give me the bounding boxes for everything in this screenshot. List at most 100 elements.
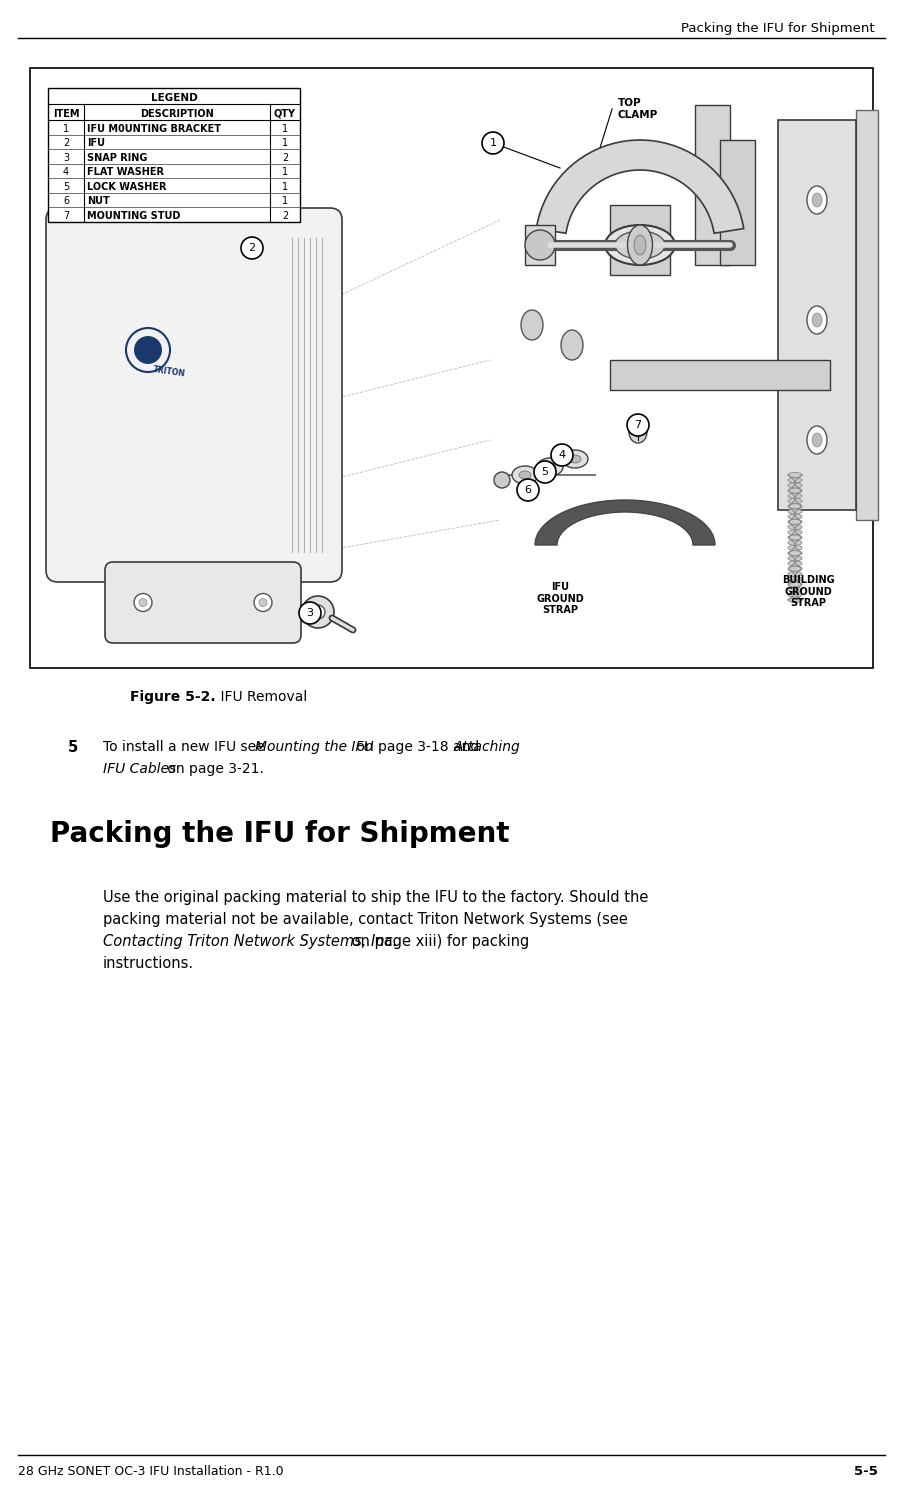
Ellipse shape [787,545,801,550]
Text: MOUNTING STUD: MOUNTING STUD [87,210,180,221]
Text: BUILDING
GROUND
STRAP: BUILDING GROUND STRAP [781,575,833,608]
Ellipse shape [787,597,801,602]
Text: 5: 5 [68,741,78,755]
Text: 1: 1 [281,124,288,134]
Ellipse shape [806,186,826,215]
Text: Packing the IFU for Shipment: Packing the IFU for Shipment [681,22,874,34]
Ellipse shape [787,577,801,581]
Text: on page 3-21.: on page 3-21. [163,761,263,776]
Ellipse shape [543,463,556,471]
Circle shape [253,593,272,611]
Text: IFU Removal: IFU Removal [203,690,307,703]
Circle shape [133,337,161,364]
Text: DESCRIPTION: DESCRIPTION [140,109,214,119]
Text: 5: 5 [541,466,548,477]
Text: SNAP RING: SNAP RING [87,153,147,162]
Bar [524,225,555,265]
Text: 6: 6 [63,197,69,206]
Text: 3: 3 [306,608,313,618]
Text: QTY: QTY [273,109,296,119]
Circle shape [517,478,538,501]
Circle shape [299,602,320,624]
Bar [778,121,855,510]
Text: TOP: TOP [617,98,641,107]
Bar [48,88,299,222]
Ellipse shape [519,471,530,478]
Bar [719,140,754,265]
Ellipse shape [787,572,801,577]
Circle shape [493,472,510,489]
Ellipse shape [614,231,664,259]
Text: 7: 7 [634,420,640,431]
Circle shape [139,599,147,606]
Text: ITEM: ITEM [52,109,79,119]
Text: 4: 4 [63,167,69,177]
Circle shape [241,237,262,259]
Text: 4: 4 [557,450,565,460]
Text: 2: 2 [248,243,255,253]
Text: CLAMP: CLAMP [617,110,658,121]
Ellipse shape [787,541,801,545]
FancyBboxPatch shape [610,361,829,390]
Text: LEGEND: LEGEND [151,92,198,103]
Circle shape [482,133,503,153]
Text: 5-5: 5-5 [853,1465,877,1478]
Ellipse shape [787,562,801,566]
Bar [610,206,669,276]
Ellipse shape [787,489,801,493]
Ellipse shape [520,310,542,340]
Text: TRITON: TRITON [152,365,186,378]
Text: 2: 2 [63,139,69,148]
Text: Attaching: Attaching [454,741,520,754]
Ellipse shape [787,499,801,504]
Circle shape [259,599,267,606]
Ellipse shape [787,514,801,519]
Text: NUT: NUT [87,197,110,206]
Text: Use the original packing material to ship the IFU to the factory. Should the: Use the original packing material to shi… [103,890,648,904]
Text: IFU Cables: IFU Cables [103,761,176,776]
Text: on page xiii) for packing: on page xiii) for packing [346,934,529,949]
Circle shape [301,596,334,627]
Text: IFU: IFU [87,139,105,148]
Text: IFU M0UNTING BRACKET: IFU M0UNTING BRACKET [87,124,221,134]
Bar [855,110,877,520]
Text: 7: 7 [63,210,69,221]
Polygon shape [536,140,743,234]
Ellipse shape [787,510,801,514]
Ellipse shape [511,466,538,484]
Ellipse shape [787,504,801,508]
Text: 6: 6 [524,486,531,495]
Ellipse shape [806,305,826,334]
Text: packing material not be available, contact Triton Network Systems (see: packing material not be available, conta… [103,912,627,927]
Ellipse shape [627,225,652,265]
Circle shape [126,328,170,372]
Ellipse shape [806,426,826,454]
Ellipse shape [787,520,801,524]
Text: LOCK WASHER: LOCK WASHER [87,182,166,192]
Ellipse shape [787,583,801,587]
Circle shape [550,444,573,466]
Ellipse shape [787,472,801,477]
Ellipse shape [633,428,641,437]
Ellipse shape [787,593,801,597]
Text: FLAT WASHER: FLAT WASHER [87,167,164,177]
Circle shape [133,593,152,611]
Ellipse shape [787,524,801,529]
Ellipse shape [787,493,801,498]
Ellipse shape [568,454,580,463]
Ellipse shape [633,235,645,255]
Text: To install a new IFU see: To install a new IFU see [103,741,269,754]
Ellipse shape [787,551,801,556]
Text: 1: 1 [489,139,496,148]
Text: 5: 5 [63,182,69,192]
Text: 2: 2 [281,210,288,221]
Ellipse shape [787,478,801,483]
Circle shape [310,605,325,618]
Ellipse shape [811,313,821,326]
FancyBboxPatch shape [46,209,342,583]
Bar [695,104,729,265]
Ellipse shape [787,566,801,571]
Text: 3: 3 [63,153,69,162]
Text: 28 GHz SONET OC-3 IFU Installation - R1.0: 28 GHz SONET OC-3 IFU Installation - R1.… [18,1465,283,1478]
Bar [30,69,872,668]
